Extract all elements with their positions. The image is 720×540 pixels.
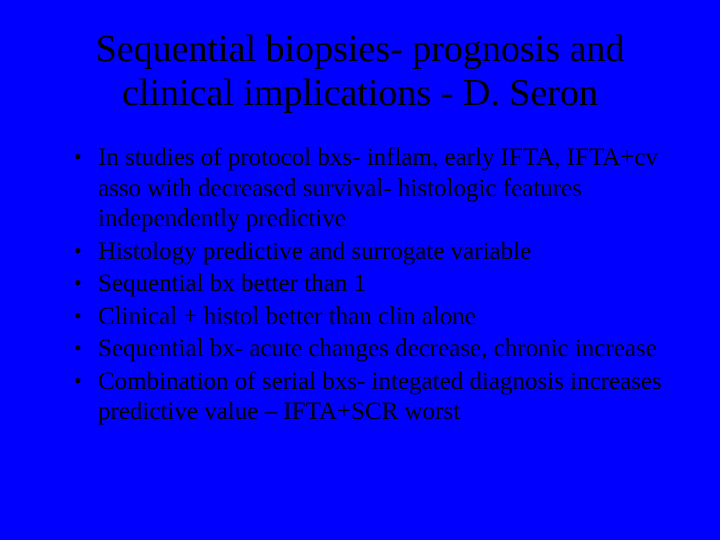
slide-title: Sequential biopsies- prognosis and clini… (40, 28, 680, 115)
list-item: Sequential bx better than 1 (74, 269, 680, 300)
list-item: Clinical + histol better than clin alone (74, 302, 680, 333)
slide: Sequential biopsies- prognosis and clini… (0, 0, 720, 540)
list-item: Histology predictive and surrogate varia… (74, 237, 680, 268)
list-item: In studies of protocol bxs- inflam, earl… (74, 143, 680, 235)
list-item: Sequential bx- acute changes decrease, c… (74, 334, 680, 365)
bullet-list: In studies of protocol bxs- inflam, earl… (40, 143, 680, 428)
list-item: Combination of serial bxs- integated dia… (74, 367, 680, 428)
